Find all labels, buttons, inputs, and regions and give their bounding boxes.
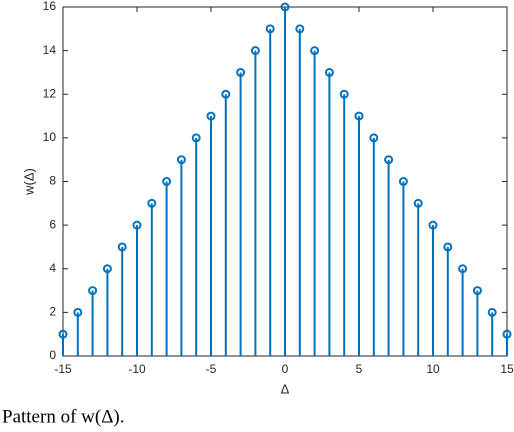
stem-marker: [458, 264, 468, 274]
y-tick-label: 0: [49, 348, 56, 362]
stem-marker: [236, 67, 246, 77]
x-tick-label: 15: [500, 362, 514, 376]
stem-marker: [472, 286, 482, 296]
stem-marker: [162, 177, 172, 186]
stem-marker: [384, 155, 394, 165]
y-tick-label: 2: [49, 305, 56, 319]
x-axis-label: Δ: [281, 381, 290, 396]
stem-marker: [413, 198, 423, 208]
stem-marker: [354, 111, 364, 121]
stem-marker: [102, 264, 112, 274]
stem-marker: [117, 242, 127, 252]
stem-marker: [280, 2, 290, 12]
stem-marker: [176, 155, 186, 165]
stem-marker: [58, 329, 68, 339]
stem-marker: [132, 220, 142, 230]
stem-marker: [428, 220, 438, 230]
stem-marker: [295, 24, 305, 34]
stem-marker: [487, 307, 497, 317]
x-tick-label: -15: [54, 362, 72, 376]
stem-marker: [206, 111, 216, 121]
y-tick-label: 10: [43, 130, 57, 144]
x-tick-label: 0: [282, 362, 289, 376]
stem-marker: [369, 133, 379, 143]
x-tick-label: 5: [356, 362, 363, 376]
x-tick-label: 10: [426, 362, 440, 376]
stem-marker: [191, 133, 201, 143]
stem-marker: [398, 177, 408, 186]
y-tick-label: 6: [49, 217, 56, 231]
caption: Pattern of w(Δ).: [2, 406, 125, 427]
stem-marker: [221, 89, 231, 99]
x-tick-label: -10: [128, 362, 146, 376]
stem-marker: [339, 89, 349, 99]
y-axis-label: w(Δ): [21, 168, 36, 196]
stem-marker: [443, 242, 453, 252]
x-tick-label: -5: [206, 362, 217, 376]
stem-marker: [88, 286, 98, 296]
stem-marker: [502, 329, 512, 339]
y-tick-label: 14: [43, 43, 57, 57]
y-tick-label: 4: [49, 261, 56, 275]
stem-marker: [265, 24, 275, 34]
y-tick-label: 12: [43, 86, 57, 100]
stem-marker: [324, 67, 334, 77]
stem-marker: [250, 46, 260, 56]
y-tick-label: 16: [43, 0, 57, 13]
stem-marker: [147, 198, 157, 208]
stem-marker: [310, 46, 320, 56]
y-tick-label: 8: [49, 174, 56, 188]
stem-marker: [73, 307, 83, 317]
